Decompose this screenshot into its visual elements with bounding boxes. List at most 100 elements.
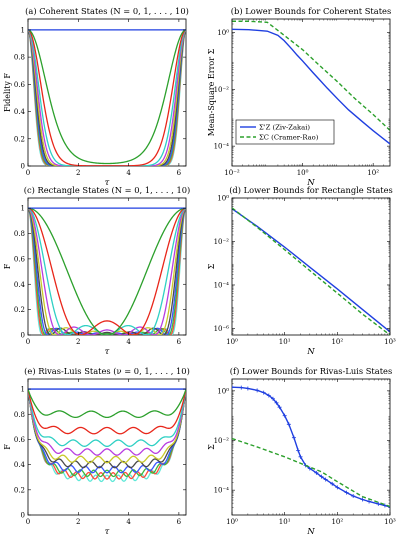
y-tick-label: 10⁻²	[214, 86, 230, 94]
chart-e: 0 2 4 6 0 0.2 0.4 0.6 0.8 1 (e) Rivas-Luis States …	[3, 366, 190, 537]
y-tick-label: 0.4	[14, 281, 26, 289]
series-line-n1	[28, 207, 186, 335]
series-line-nu4	[28, 388, 186, 456]
data-point-marker	[323, 477, 328, 482]
data-point-marker	[351, 494, 356, 499]
x-tick-label: 10⁰	[297, 169, 309, 177]
plot-frame	[231, 197, 391, 336]
chart-a: 0 2 4 6 0 0.2 0.4 0.6 0.8 1 (a) Coherent States (N…	[3, 6, 189, 188]
chart-title: (c) Rectangle States (N = 0, 1, . . . , …	[24, 185, 191, 195]
x-tick-label: 10²	[331, 518, 343, 526]
x-axis-label: N	[306, 347, 315, 357]
plot-area	[232, 385, 390, 509]
series-line-0	[232, 386, 390, 508]
x-tick-label: 10³	[384, 338, 396, 346]
y-tick-label: 0.2	[14, 135, 25, 143]
data-point-marker	[274, 400, 279, 405]
x-tick-label: 0	[26, 338, 30, 346]
series-line-nu1	[28, 388, 186, 419]
series-line-nu3	[28, 388, 186, 448]
y-tick-label: 0.8	[14, 230, 25, 238]
plot-area	[28, 388, 186, 483]
series-line-n4	[28, 207, 186, 335]
x-tick-label: 4	[126, 169, 131, 177]
series-line-n2	[28, 207, 186, 335]
plot-area	[28, 29, 186, 166]
series-line-n1	[28, 29, 186, 165]
plot-frame	[231, 378, 391, 516]
x-tick-label: 4	[126, 338, 131, 346]
y-axis-label: Mean-Square Error Σ	[207, 48, 216, 136]
y-tick-label: 0.4	[14, 461, 26, 469]
y-tick-label: 0	[21, 163, 25, 171]
data-point-marker	[376, 501, 381, 506]
chart-title: (a) Coherent States (N = 0, 1, . . . , 1…	[25, 6, 189, 16]
y-tick-label: 0.2	[14, 486, 25, 494]
series-line-n3	[28, 207, 186, 335]
chart-title: (d) Lower Bounds for Rectangle States	[229, 185, 393, 195]
chart-c: 0 2 4 6 0 0.2 0.4 0.6 0.8 1 (c) Rectangle States (…	[3, 185, 190, 357]
series-line-1	[232, 437, 390, 508]
x-tick-label: 6	[177, 169, 182, 177]
data-point-marker	[314, 470, 319, 475]
series-line-nu8	[28, 388, 186, 478]
x-tick-label: 6	[177, 518, 182, 526]
series-line-1	[232, 207, 390, 335]
chart-f: 10⁰ 10¹ 10² 10³ 10⁻⁴ 10⁻² 10⁰ (f) Lower Bounds …	[207, 366, 396, 537]
y-tick-label: 0.6	[14, 436, 26, 444]
chart-title: (e) Rivas-Luis States (ν = 0, 1, . . . ,…	[24, 366, 190, 376]
series-line-0	[232, 28, 390, 145]
chart-title: (b) Lower Bounds for Coherent States	[231, 6, 391, 16]
chart-title: (f) Lower Bounds for Rivas-Luis States	[230, 366, 392, 376]
y-tick-label: 10⁻²	[214, 437, 230, 445]
legend-box	[235, 119, 335, 145]
y-tick-label: 1	[21, 26, 25, 34]
series-line-nu2	[28, 388, 186, 435]
x-tick-label: 10⁻²	[224, 169, 240, 177]
chart-b: 10⁻² 10⁰ 10² 10⁻⁴ 10⁻² 10⁰ (b) Lower Bounds fo…	[207, 6, 391, 188]
x-tick-label: 0	[26, 518, 30, 526]
x-axis-label: τ	[105, 347, 110, 357]
plot-area	[232, 207, 390, 335]
data-point-marker	[239, 385, 244, 390]
y-tick-label: 10⁻⁶	[214, 325, 230, 333]
y-tick-label: 0.2	[14, 306, 25, 314]
x-axis-label: N	[306, 178, 315, 188]
series-line-n5	[28, 29, 186, 166]
x-axis-label: τ	[105, 527, 110, 537]
y-axis-label: F	[3, 444, 12, 450]
y-tick-label: 0.4	[14, 108, 26, 116]
data-point-marker	[270, 396, 275, 401]
x-tick-label: 2	[76, 518, 80, 526]
data-point-marker	[291, 435, 296, 440]
series-line-n2	[28, 29, 186, 166]
data-point-marker	[296, 448, 301, 453]
legend-label: Σ'Z (Ziv-Zakai)	[259, 124, 310, 132]
x-tick-label: 10²	[331, 338, 343, 346]
y-tick-label: 1	[21, 386, 25, 394]
data-point-marker	[382, 503, 387, 508]
y-tick-label: 0	[21, 332, 25, 340]
data-point-marker	[335, 485, 340, 490]
legend-label: ΣC (Cramer-Rao)	[259, 134, 319, 142]
plot-area	[28, 207, 186, 335]
series-line-nu9	[28, 388, 186, 480]
x-tick-label: 4	[126, 518, 131, 526]
y-tick-label: 10⁰	[217, 29, 229, 37]
data-point-marker	[307, 466, 312, 471]
y-tick-label: 0.8	[14, 54, 25, 62]
data-point-marker	[330, 481, 335, 486]
y-tick-label: 10⁻⁴	[214, 281, 230, 289]
x-axis-label: τ	[105, 178, 110, 188]
y-tick-label: 10⁻⁴	[214, 487, 230, 495]
x-tick-label: 10¹	[279, 338, 291, 346]
y-axis-label: F	[3, 263, 12, 269]
series-line-nu5	[28, 388, 186, 464]
series-line-n3	[28, 29, 186, 166]
series-line-1	[232, 20, 390, 131]
series-line-nu6	[28, 388, 186, 469]
y-tick-label: 1	[21, 205, 25, 213]
series-line-n5	[28, 207, 186, 335]
